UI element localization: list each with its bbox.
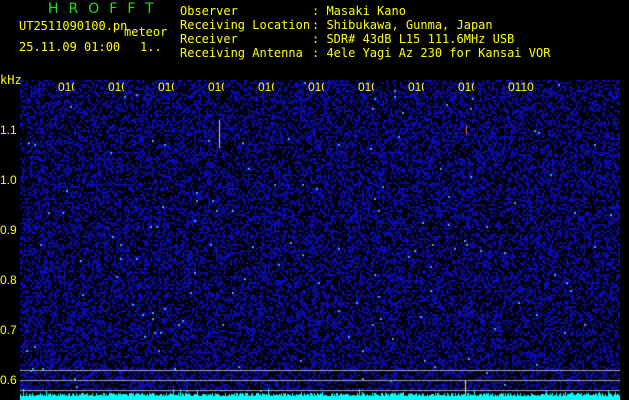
info-label: Receiving Location: [180, 18, 311, 32]
info-label: Receiving Antenna: [180, 46, 303, 60]
datetime: 25.11.09 01:00: [19, 40, 121, 54]
x-tick-label: 0109: [458, 80, 474, 94]
x-tick-label: 0107: [358, 80, 374, 94]
x-tick-label: 0102: [108, 80, 124, 94]
x-tick-label: 0104: [208, 80, 224, 94]
y-tick-label: 0.7: [0, 323, 17, 337]
y-tick-label: 1.0: [0, 173, 17, 187]
x-tick-label: 0110: [508, 80, 534, 94]
y-tick-label: 0.9: [0, 223, 17, 237]
info-value: : SDR# 43dB L15 111.6MHz USB: [312, 32, 515, 46]
y-tick-label: 1.1: [0, 123, 17, 137]
info-value: : Masaki Kano: [312, 4, 406, 18]
info-label: Observer: [180, 4, 238, 18]
x-tick-label: 0108: [408, 80, 424, 94]
x-tick-label: 0106: [308, 80, 324, 94]
spectrogram: [20, 80, 620, 400]
y-unit-label: kHz: [0, 73, 22, 87]
info-value: : 4ele Yagi Az 230 for Kansai VOR: [312, 46, 551, 60]
x-tick-label: 0105: [258, 80, 274, 94]
info-label: Receiver: [180, 32, 238, 46]
filename: UT2511090100.pn: [19, 19, 128, 33]
mode-label: meteor: [124, 25, 168, 39]
x-tick-label: 0103: [158, 80, 174, 94]
info-value: : Shibukawa, Gunma, Japan: [312, 18, 493, 32]
y-tick-label: 0.6: [0, 373, 17, 387]
y-tick-label: 0.8: [0, 273, 17, 287]
app-title: HROFFT: [48, 1, 164, 17]
counter: 1..: [140, 40, 162, 54]
